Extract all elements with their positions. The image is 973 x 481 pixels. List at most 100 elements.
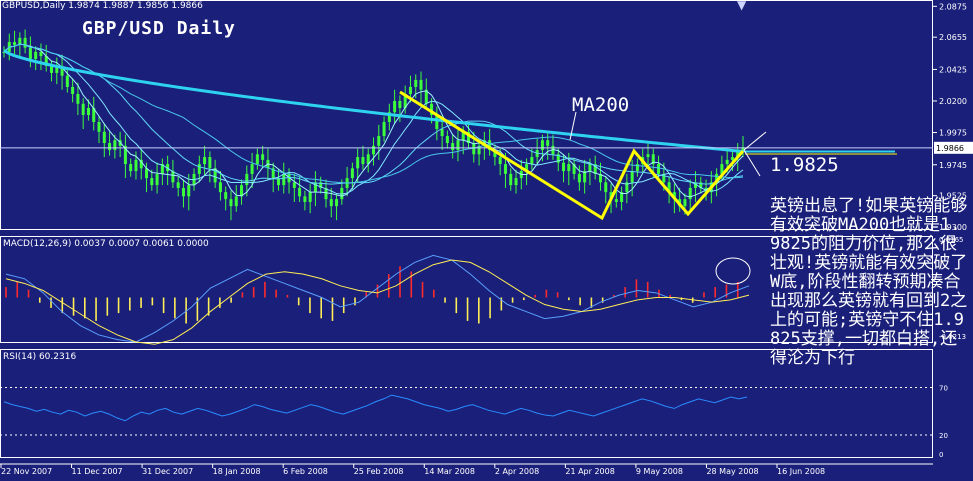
- candle-body: [308, 192, 312, 202]
- candle-body: [667, 182, 671, 193]
- candle-body: [329, 199, 333, 207]
- candle-body: [620, 192, 624, 202]
- ma200-pointer: [569, 111, 577, 141]
- candle-body: [419, 79, 423, 90]
- candle-body: [255, 154, 259, 165]
- candle-body: [725, 159, 729, 165]
- rsi-title: RSI(14) 60.2316: [3, 352, 77, 362]
- candle-body: [86, 107, 90, 115]
- w-bottom-trendline: [399, 90, 745, 221]
- candle-body: [488, 140, 492, 151]
- candle-body: [81, 103, 85, 115]
- candle-body: [387, 112, 391, 123]
- candle-body: [313, 182, 317, 193]
- candle-body: [218, 182, 222, 193]
- price-tick-label: 1.9975: [939, 129, 967, 138]
- ma200-line: [3, 49, 744, 153]
- candle-body: [350, 168, 354, 179]
- x-tick-label: 31 Dec 2007: [142, 467, 193, 476]
- candle-body: [577, 173, 581, 183]
- candle-body: [55, 65, 59, 73]
- candle-body: [319, 182, 323, 188]
- last-price-box: [934, 141, 973, 154]
- candle-body: [646, 154, 650, 158]
- candle-body: [155, 173, 159, 186]
- candle-body: [546, 140, 550, 146]
- candle-body: [588, 164, 592, 172]
- candle-body: [181, 187, 185, 197]
- candle-body: [18, 37, 22, 45]
- x-tick-label: 28 May 2008: [706, 467, 758, 476]
- x-tick-label: 16 Jun 2008: [777, 467, 825, 476]
- candle-body: [503, 164, 507, 174]
- pane-border: [0, 236, 933, 343]
- x-tick-label: 6 Feb 2008: [283, 467, 328, 476]
- candle-body: [271, 168, 275, 179]
- candle-body: [224, 192, 228, 200]
- candle-body: [604, 182, 608, 193]
- candle-body: [556, 154, 560, 163]
- price-tick-label: 2.0655: [939, 33, 967, 42]
- candle-body: [356, 157, 360, 169]
- candle-body: [245, 173, 249, 186]
- candle-body: [467, 131, 471, 144]
- macd-tick-label: 0.0165: [939, 236, 964, 244]
- candle-body: [440, 129, 444, 137]
- candle-body: [683, 199, 687, 207]
- candle-body: [635, 164, 639, 172]
- candle-body: [657, 164, 661, 174]
- candle-body: [276, 178, 280, 186]
- x-tick-label: 18 Jan 2008: [213, 467, 261, 476]
- candle-body: [540, 140, 544, 151]
- candle-body: [672, 192, 676, 200]
- candle-body: [741, 147, 745, 152]
- candle-body: [197, 164, 201, 174]
- x-tick-label: 11 Dec 2007: [72, 467, 123, 476]
- candle-body: [430, 103, 434, 115]
- candle-body: [292, 182, 296, 188]
- close-icon[interactable]: ▼: [737, 0, 747, 12]
- commentary-text: 英镑出息了!如果英镑能够有效突破MA200也就是1.9825的阻力价位,那么很壮…: [770, 196, 968, 368]
- candle-body: [461, 131, 465, 141]
- candle-body: [651, 154, 655, 165]
- candle-body: [2, 51, 6, 53]
- candle-body: [424, 89, 428, 104]
- x-tick-label: 22 Nov 2007: [1, 467, 52, 476]
- candle-body: [572, 164, 576, 174]
- candle-body: [435, 115, 439, 130]
- symbol-info: GBPUSD,Daily 1.9874 1.9887 1.9856 1.9866: [2, 1, 203, 11]
- candle-body: [250, 164, 254, 174]
- macd-series-line: [5, 259, 750, 345]
- moving-average-line: [3, 43, 744, 198]
- rsi-tick-label: 20: [939, 432, 948, 440]
- candle-body: [60, 65, 64, 76]
- candle-body: [187, 185, 191, 197]
- price-tick-label: 2.0200: [939, 97, 967, 106]
- candle-body: [456, 140, 460, 151]
- breakout-arrow-down: [743, 149, 761, 177]
- candle-body: [525, 164, 529, 172]
- candle-body: [92, 107, 96, 123]
- candle-body: [614, 199, 618, 202]
- moving-average-line: [3, 43, 744, 185]
- candle-body: [335, 199, 339, 207]
- rsi-tick-label: 0: [939, 451, 943, 459]
- candle-body: [688, 187, 692, 200]
- candle-body: [34, 51, 38, 59]
- price-tick-label: 1.9300: [939, 223, 967, 232]
- pane-border: [0, 349, 933, 458]
- candle-body: [102, 131, 106, 144]
- candle-body: [23, 37, 27, 48]
- candle-body: [282, 173, 286, 186]
- ma200-label: MA200: [572, 94, 630, 116]
- candle-body: [303, 196, 307, 202]
- candle-body: [530, 157, 534, 165]
- candle-body: [598, 173, 602, 183]
- price-tick-label: 1.9745: [939, 161, 967, 170]
- candle-body: [377, 136, 381, 146]
- breakout-arrow-up: [743, 131, 767, 151]
- candle-body: [730, 157, 734, 160]
- macd-series-line: [5, 254, 750, 343]
- last-price-label: 1.9866: [936, 144, 964, 153]
